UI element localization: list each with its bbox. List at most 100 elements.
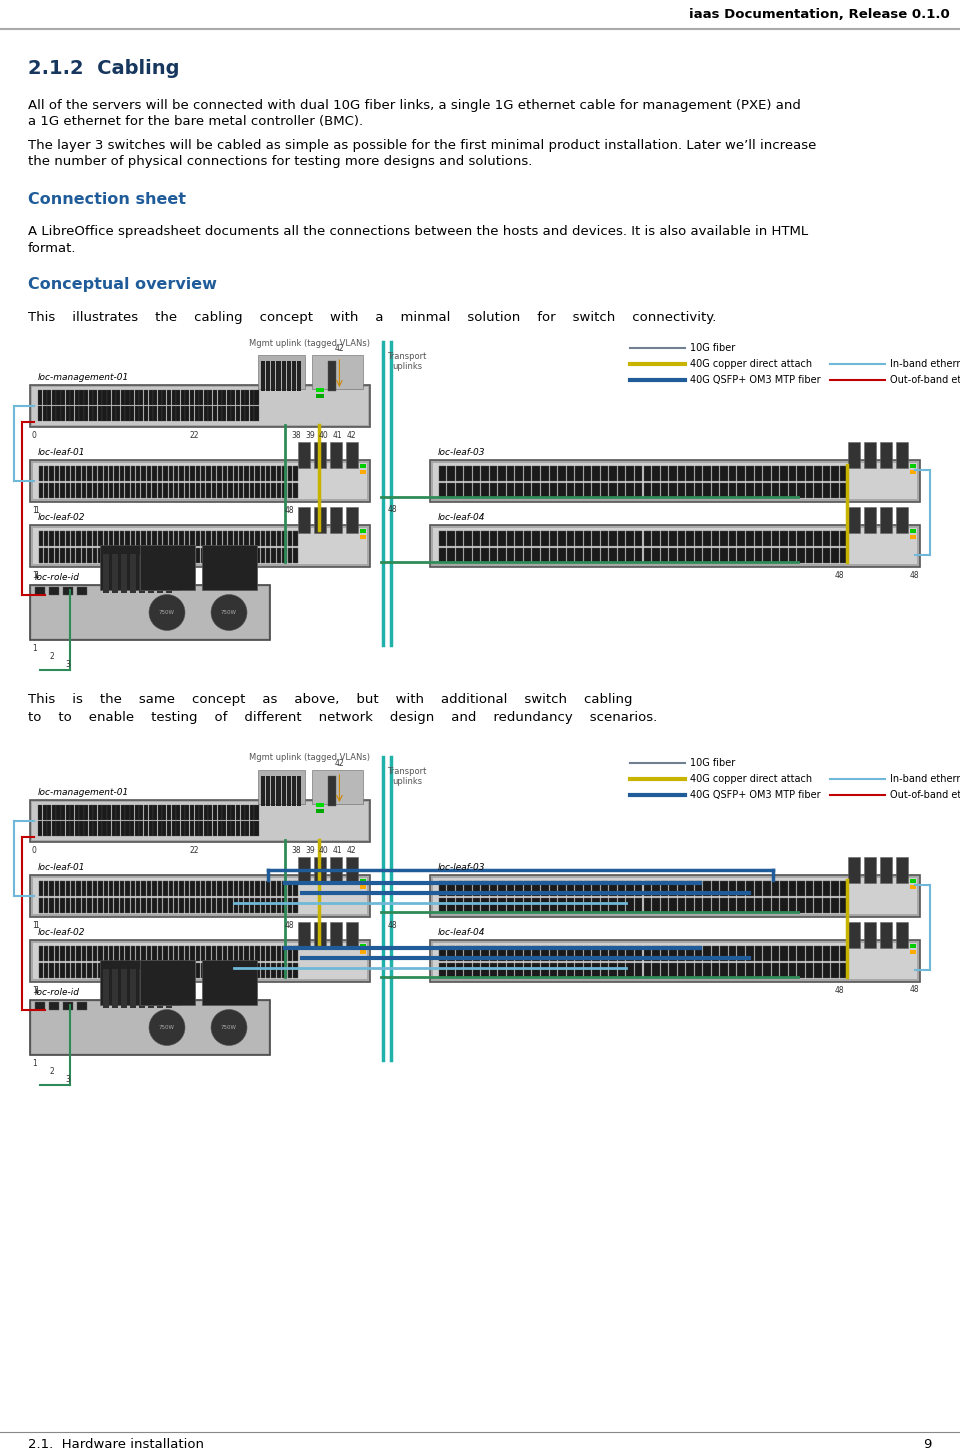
Bar — [910, 464, 916, 468]
Bar — [652, 483, 660, 499]
Bar — [524, 899, 532, 913]
Bar — [711, 899, 719, 913]
Bar — [104, 963, 108, 979]
Text: 40: 40 — [319, 846, 328, 855]
Bar — [87, 548, 91, 563]
Bar — [174, 531, 179, 547]
Bar — [254, 390, 258, 406]
Bar — [217, 899, 222, 913]
Bar — [196, 465, 200, 481]
Bar — [223, 881, 228, 896]
Bar — [172, 822, 176, 836]
Bar — [250, 531, 254, 547]
Bar — [180, 806, 185, 820]
Bar — [208, 390, 212, 406]
Text: The layer 3 switches will be cabled as simple as possible for the first minimal : The layer 3 switches will be cabled as s… — [28, 138, 816, 151]
Bar — [755, 947, 762, 961]
Bar — [346, 922, 358, 948]
Bar — [643, 465, 651, 481]
Bar — [558, 947, 565, 961]
Bar — [228, 483, 232, 499]
Bar — [896, 442, 908, 468]
Bar — [533, 531, 540, 547]
Bar — [147, 465, 152, 481]
Bar — [516, 465, 523, 481]
Bar — [584, 899, 591, 913]
Bar — [711, 531, 719, 547]
Bar — [720, 483, 728, 499]
Text: loc-management-01: loc-management-01 — [38, 788, 130, 797]
Bar — [217, 963, 222, 979]
Bar — [126, 822, 130, 836]
Bar — [63, 1002, 73, 1011]
Bar — [98, 806, 102, 820]
Bar — [507, 947, 515, 961]
Bar — [272, 531, 276, 547]
Bar — [153, 390, 157, 406]
Text: 10G fiber: 10G fiber — [690, 758, 735, 768]
Bar — [65, 806, 70, 820]
Bar — [233, 963, 238, 979]
Bar — [490, 548, 497, 563]
Bar — [823, 947, 830, 961]
Bar — [627, 963, 634, 979]
Bar — [584, 465, 591, 481]
Bar — [533, 963, 540, 979]
Bar — [108, 406, 111, 422]
Bar — [704, 899, 710, 913]
Bar — [98, 963, 103, 979]
Bar — [75, 806, 79, 820]
Bar — [695, 899, 703, 913]
Bar — [652, 531, 660, 547]
FancyBboxPatch shape — [30, 459, 370, 502]
Bar — [516, 531, 523, 547]
Bar — [55, 963, 60, 979]
Bar — [831, 899, 839, 913]
Bar — [541, 963, 548, 979]
Bar — [141, 548, 146, 563]
Bar — [720, 899, 728, 913]
Bar — [880, 856, 892, 883]
Bar — [190, 531, 195, 547]
Bar — [618, 483, 625, 499]
Bar — [660, 531, 668, 547]
Bar — [516, 963, 523, 979]
Bar — [805, 899, 813, 913]
Bar — [201, 963, 205, 979]
Bar — [281, 776, 286, 806]
Bar — [255, 899, 259, 913]
Bar — [157, 947, 162, 961]
Bar — [139, 806, 143, 820]
Bar — [35, 1002, 45, 1011]
Bar — [266, 483, 271, 499]
Bar — [44, 531, 48, 547]
Bar — [147, 963, 152, 979]
Bar — [33, 944, 367, 979]
Bar — [61, 822, 65, 836]
Bar — [549, 899, 557, 913]
Bar — [271, 361, 276, 391]
Bar — [772, 531, 780, 547]
Bar — [148, 968, 154, 1008]
Bar — [660, 483, 668, 499]
Bar — [627, 947, 634, 961]
Bar — [65, 390, 70, 406]
Text: 41: 41 — [332, 846, 342, 855]
Bar — [592, 899, 600, 913]
Bar — [797, 881, 804, 896]
Bar — [498, 465, 506, 481]
Bar — [266, 963, 271, 979]
Bar — [141, 483, 146, 499]
Bar — [864, 507, 876, 534]
Bar — [720, 963, 728, 979]
Bar — [131, 947, 135, 961]
FancyBboxPatch shape — [30, 939, 370, 981]
Bar — [541, 899, 548, 913]
Bar — [87, 963, 91, 979]
Bar — [201, 548, 205, 563]
Bar — [120, 899, 124, 913]
Bar — [204, 406, 208, 422]
Bar — [456, 963, 463, 979]
Bar — [797, 548, 804, 563]
Bar — [166, 554, 172, 593]
